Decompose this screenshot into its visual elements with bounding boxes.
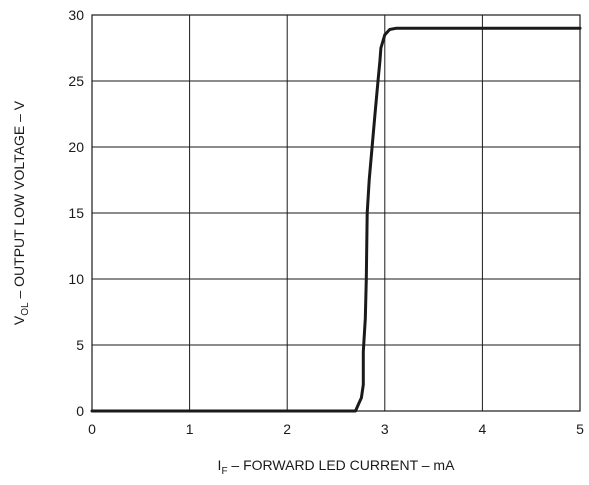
y-tick-label: 0 bbox=[76, 403, 84, 419]
y-tick-label: 15 bbox=[68, 205, 84, 221]
y-tick-label: 10 bbox=[68, 271, 84, 287]
series-group bbox=[90, 26, 582, 413]
x-tick-label: 3 bbox=[381, 421, 389, 437]
y-axis-label-main: V bbox=[11, 315, 27, 325]
y-tick-label: 5 bbox=[76, 337, 84, 353]
x-axis-label: IF – FORWARD LED CURRENT – mA bbox=[218, 457, 456, 477]
x-axis-label-sub: F bbox=[221, 466, 227, 477]
x-tick-label: 2 bbox=[283, 421, 291, 437]
x-tick-label: 0 bbox=[88, 421, 96, 437]
y-axis-label: VOL – OUTPUT LOW VOLTAGE – V bbox=[11, 100, 31, 325]
y-tick-labels: 0 5 10 15 20 25 30 bbox=[68, 7, 84, 419]
y-axis-label-rest: – OUTPUT LOW VOLTAGE – V bbox=[11, 100, 27, 302]
y-tick-label: 20 bbox=[68, 139, 84, 155]
x-tick-label: 1 bbox=[186, 421, 194, 437]
x-axis-label-rest: – FORWARD LED CURRENT – mA bbox=[228, 457, 456, 473]
grid bbox=[91, 14, 581, 412]
x-axis-label-main: I bbox=[218, 457, 222, 473]
x-tick-label: 5 bbox=[576, 421, 584, 437]
y-axis-label-sub: OL bbox=[20, 302, 31, 316]
series-line bbox=[90, 26, 582, 413]
x-tick-label: 4 bbox=[479, 421, 487, 437]
y-tick-label: 30 bbox=[68, 7, 84, 23]
x-tick-labels: 0 1 2 3 4 5 bbox=[88, 421, 584, 437]
y-tick-label: 25 bbox=[68, 73, 84, 89]
